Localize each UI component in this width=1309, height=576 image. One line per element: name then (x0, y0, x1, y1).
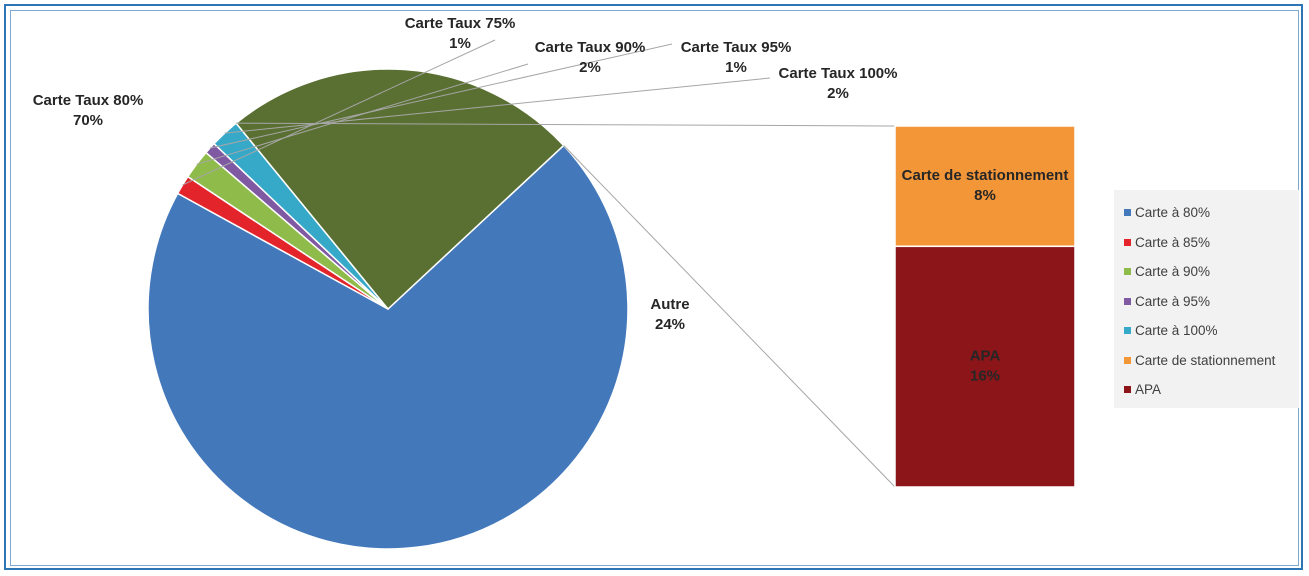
bar-segment (894, 245, 1076, 488)
legend-item: Carte à 95% (1124, 287, 1299, 317)
legend-label: Carte à 80% (1135, 205, 1211, 221)
data-label: Carte de stationnement 8% (902, 167, 1069, 204)
legend-label: APA (1135, 382, 1162, 398)
connector-line (563, 145, 896, 488)
data-label: Autre 24% (650, 296, 689, 333)
data-label: Carte Taux 100% 2% (779, 65, 898, 102)
legend-label: Carte à 95% (1135, 293, 1211, 309)
legend-label: Carte de stationnement (1135, 352, 1276, 368)
pie-slice (235, 68, 565, 311)
data-label: Carte Taux 90% 2% (535, 39, 646, 76)
legend-swatch (1124, 327, 1131, 335)
connector-line (236, 122, 896, 127)
legend-swatch (1124, 209, 1131, 217)
legend-swatch (1124, 238, 1131, 246)
legend-label: Carte à 90% (1135, 264, 1211, 280)
legend-item: Carte à 90% (1124, 257, 1299, 287)
legend-item: Carte de stationnement (1124, 346, 1299, 376)
pie-slice (147, 144, 629, 550)
data-label: Carte Taux 95% 1% (681, 39, 792, 76)
leader-line (224, 77, 771, 134)
legend: Carte à 80% Carte à 85% Carte à 90% Cart… (1114, 190, 1299, 408)
leader-line (209, 43, 673, 149)
legend-label: Carte à 85% (1135, 234, 1211, 250)
legend-swatch (1124, 356, 1131, 364)
leader-line (182, 39, 496, 186)
legend-label: Carte à 100% (1135, 323, 1218, 339)
data-label: Carte Taux 80% 70% (33, 92, 144, 129)
legend-swatch (1124, 297, 1131, 305)
legend-item: Carte à 85% (1124, 228, 1299, 258)
legend-item: Carte à 80% (1124, 198, 1299, 228)
legend-item: APA (1124, 375, 1299, 405)
data-label: Carte Taux 75% 1% (405, 15, 516, 52)
bar-segment (894, 125, 1076, 248)
legend-swatch (1124, 268, 1131, 276)
data-label: APA 16% (970, 348, 1001, 385)
legend-item: Carte à 100% (1124, 316, 1299, 346)
legend-swatch (1124, 386, 1131, 394)
